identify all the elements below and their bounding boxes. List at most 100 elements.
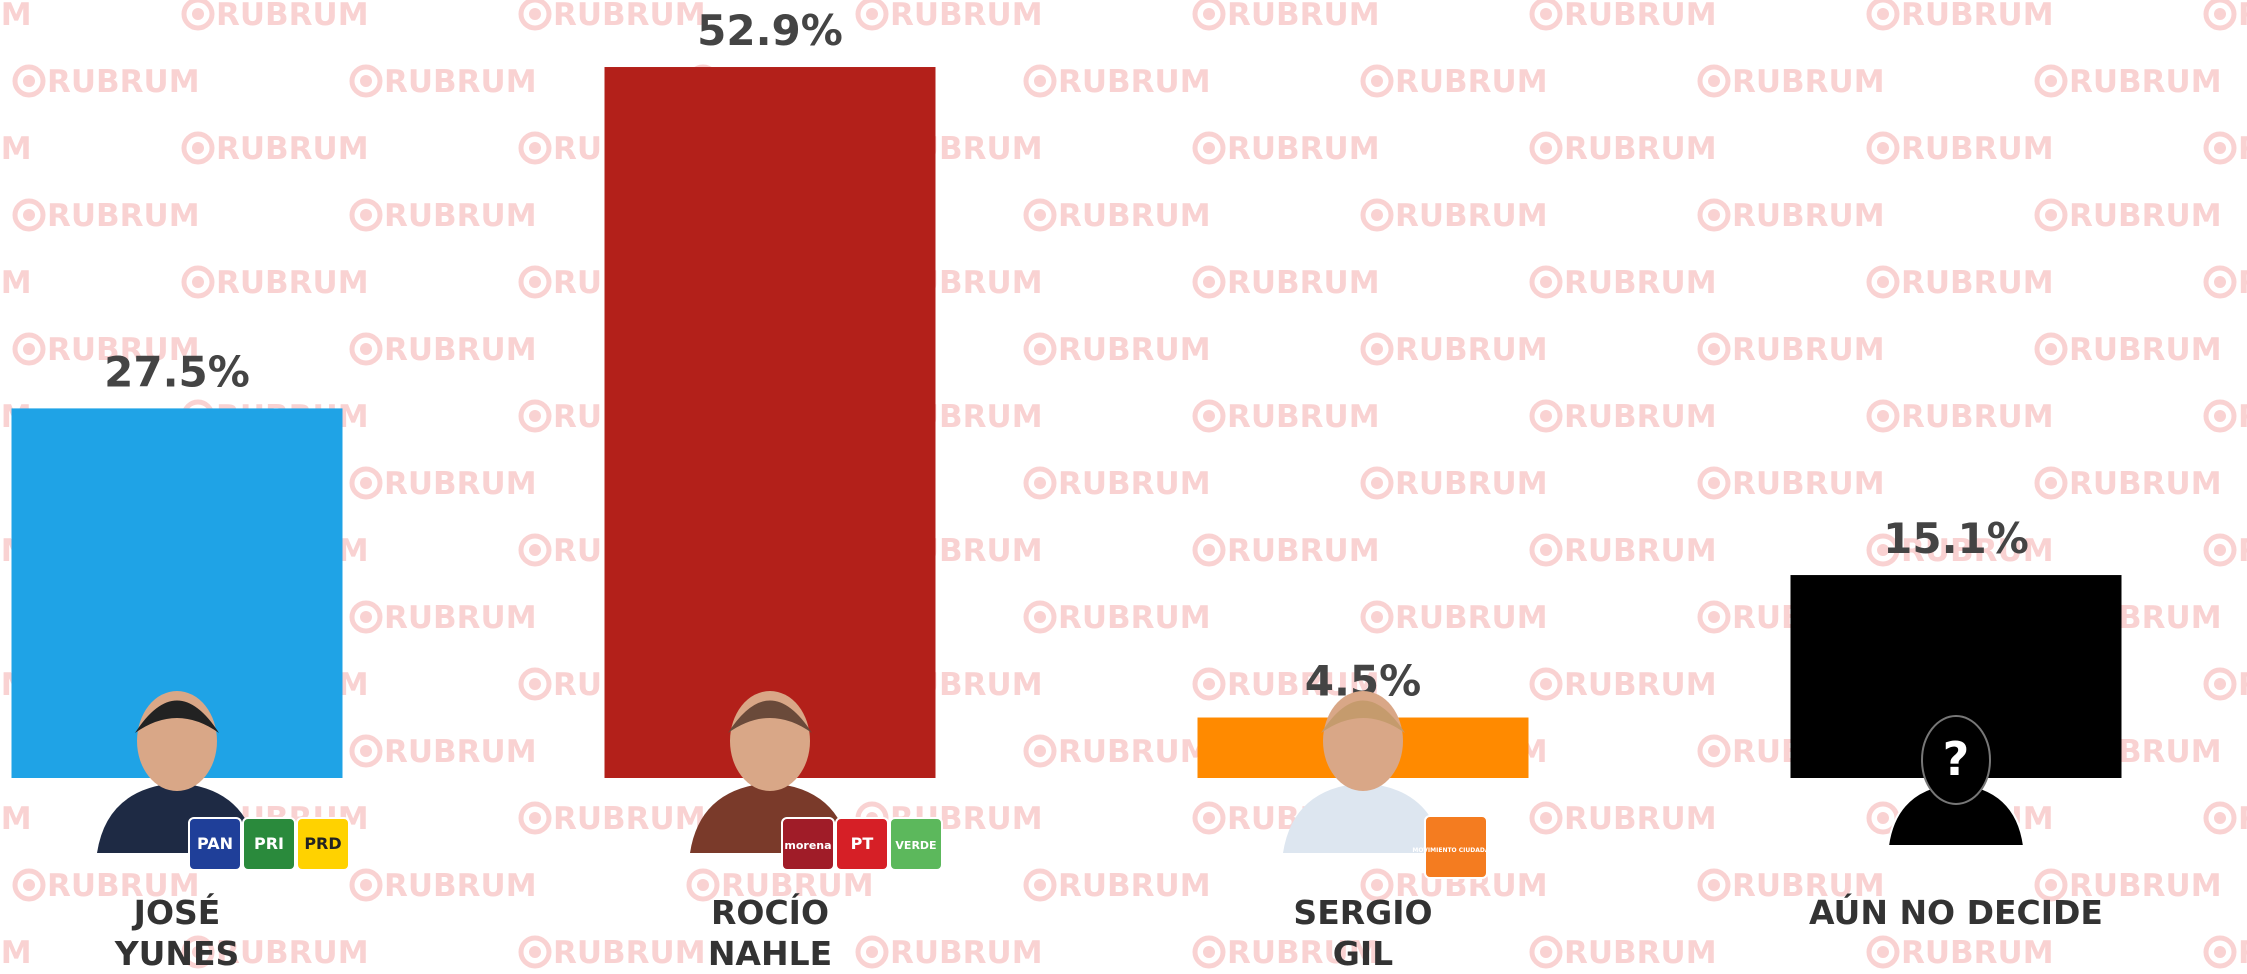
watermark-logo (2214, 8, 2226, 20)
watermark-text: RUBRUM (47, 198, 200, 234)
watermark-logo (360, 611, 372, 623)
watermark-text: RUBRUM (47, 64, 200, 100)
watermark-text: RUBRUM (216, 265, 369, 301)
watermark-text: RUBRUM (1058, 332, 1211, 368)
watermark-logo (2045, 879, 2057, 891)
chart: RUBRUM RUBRUM RUBRUM RUBRUM RUBRUM RUBRUM RUBR… (0, 0, 2247, 969)
watermark-logo (360, 209, 372, 221)
watermark-logo (1034, 477, 1046, 489)
watermark-text: RUBRUM (0, 801, 32, 837)
watermark-logo (1877, 276, 1889, 288)
watermark-logo (360, 745, 372, 757)
watermark-logo (1203, 276, 1215, 288)
watermark-text: RUBRUM (2238, 533, 2247, 569)
category-label: AÚN NO DECIDE (1706, 892, 2206, 933)
watermark-logo (1203, 812, 1215, 824)
watermark-logo (529, 678, 541, 690)
watermark-text: RUBRUM (2069, 198, 2222, 234)
watermark-logo (697, 879, 709, 891)
watermark-logo (1708, 343, 1720, 355)
party-name: PRD (304, 834, 341, 853)
watermark-logo (1371, 75, 1383, 87)
watermark-text: RUBRUM (1058, 198, 1211, 234)
watermark-logo (360, 477, 372, 489)
watermark-logo (1203, 410, 1215, 422)
watermark-text: RUBRUM (1901, 0, 2054, 33)
watermark-text: RUBRUM (1564, 399, 1717, 435)
watermark-text: RUBRUM (384, 600, 537, 636)
watermark-logo (1708, 209, 1720, 221)
watermark-text: RUBRUM (384, 466, 537, 502)
watermark-text: RUBRUM (1564, 801, 1717, 837)
watermark-logo (529, 276, 541, 288)
watermark-logo (1540, 276, 1552, 288)
watermark-text: RUBRUM (384, 198, 537, 234)
watermark-text: RUBRUM (2069, 332, 2222, 368)
watermark-text: RUBRUM (216, 0, 369, 33)
watermark-logo (1034, 343, 1046, 355)
watermark-text: RUBRUM (1901, 399, 2054, 435)
watermark-logo (1371, 879, 1383, 891)
watermark-text: RUBRUM (1564, 265, 1717, 301)
party-name: PRI (254, 834, 284, 853)
watermark-text: RUBRUM (0, 0, 32, 33)
watermark-text: RUBRUM (1732, 198, 1885, 234)
watermark-logo (529, 8, 541, 20)
watermark-text: RUBRUM (1395, 600, 1548, 636)
watermark-logo (1034, 611, 1046, 623)
page: RUBRUM RUBRUM RUBRUM RUBRUM RUBRUM RUBRUM RUBR… (0, 0, 2247, 969)
party-name: MOVIMIENTO CIUDADANO (1412, 847, 1499, 854)
watermark-logo (1540, 544, 1552, 556)
watermark-text: RUBRUM (384, 64, 537, 100)
watermark-text: RUBRUM (1901, 265, 2054, 301)
watermark-logo (1877, 946, 1889, 958)
watermark-logo (1203, 142, 1215, 154)
watermark-text: RUBRUM (1901, 131, 2054, 167)
watermark-text: RUBRUM (1058, 600, 1211, 636)
watermark-text: RUBRUM (2069, 64, 2222, 100)
watermark-logo (1371, 611, 1383, 623)
watermark-logo (529, 142, 541, 154)
watermark-text: RUBRUM (890, 0, 1043, 33)
watermark-text: RUBRUM (1395, 198, 1548, 234)
category-label: JOSÉ YUNES (0, 892, 427, 974)
watermark-text: RUBRUM (2238, 0, 2247, 33)
watermark-text: RUBRUM (1901, 935, 2054, 969)
watermark-logo (1540, 142, 1552, 154)
watermark-text: RUBRUM (1732, 64, 1885, 100)
watermark-logo (2214, 812, 2226, 824)
watermark-logo (1540, 8, 1552, 20)
watermark-text: RUBRUM (1564, 0, 1717, 33)
category-label: ROCÍO NAHLE (520, 892, 1020, 974)
watermark-logo (1034, 209, 1046, 221)
watermark-text: RUBRUM (1564, 533, 1717, 569)
party-name: PAN (197, 834, 233, 853)
watermark-logo (360, 75, 372, 87)
watermark-logo (529, 544, 541, 556)
photo-body (1283, 783, 1443, 853)
watermark-text: RUBRUM (1564, 667, 1717, 703)
watermark-text: RUBRUM (1227, 399, 1380, 435)
watermark-logo (1203, 678, 1215, 690)
watermark-text: RUBRUM (384, 734, 537, 770)
watermark-logo (1708, 879, 1720, 891)
watermark-text: RUBRUM (2238, 801, 2247, 837)
watermark-text: RUBRUM (1227, 533, 1380, 569)
watermark-logo (1877, 142, 1889, 154)
watermark-text: RUBRUM (1058, 466, 1211, 502)
watermark-logo (1371, 343, 1383, 355)
watermark-logo (1034, 879, 1046, 891)
value-label: 27.5% (104, 347, 250, 396)
watermark-logo (192, 142, 204, 154)
watermark-text: RUBRUM (0, 265, 32, 301)
party-name: VERDE (895, 839, 936, 852)
watermark-logo (2214, 946, 2226, 958)
value-label: 52.9% (697, 6, 843, 55)
watermark-text: RUBRUM (1058, 734, 1211, 770)
watermark-text: RUBRUM (1732, 466, 1885, 502)
watermark-text: RUBRUM (1058, 64, 1211, 100)
watermark-logo (23, 75, 35, 87)
watermark-logo (2214, 410, 2226, 422)
watermark-text: RUBRUM (1564, 131, 1717, 167)
watermark-logo (1371, 477, 1383, 489)
